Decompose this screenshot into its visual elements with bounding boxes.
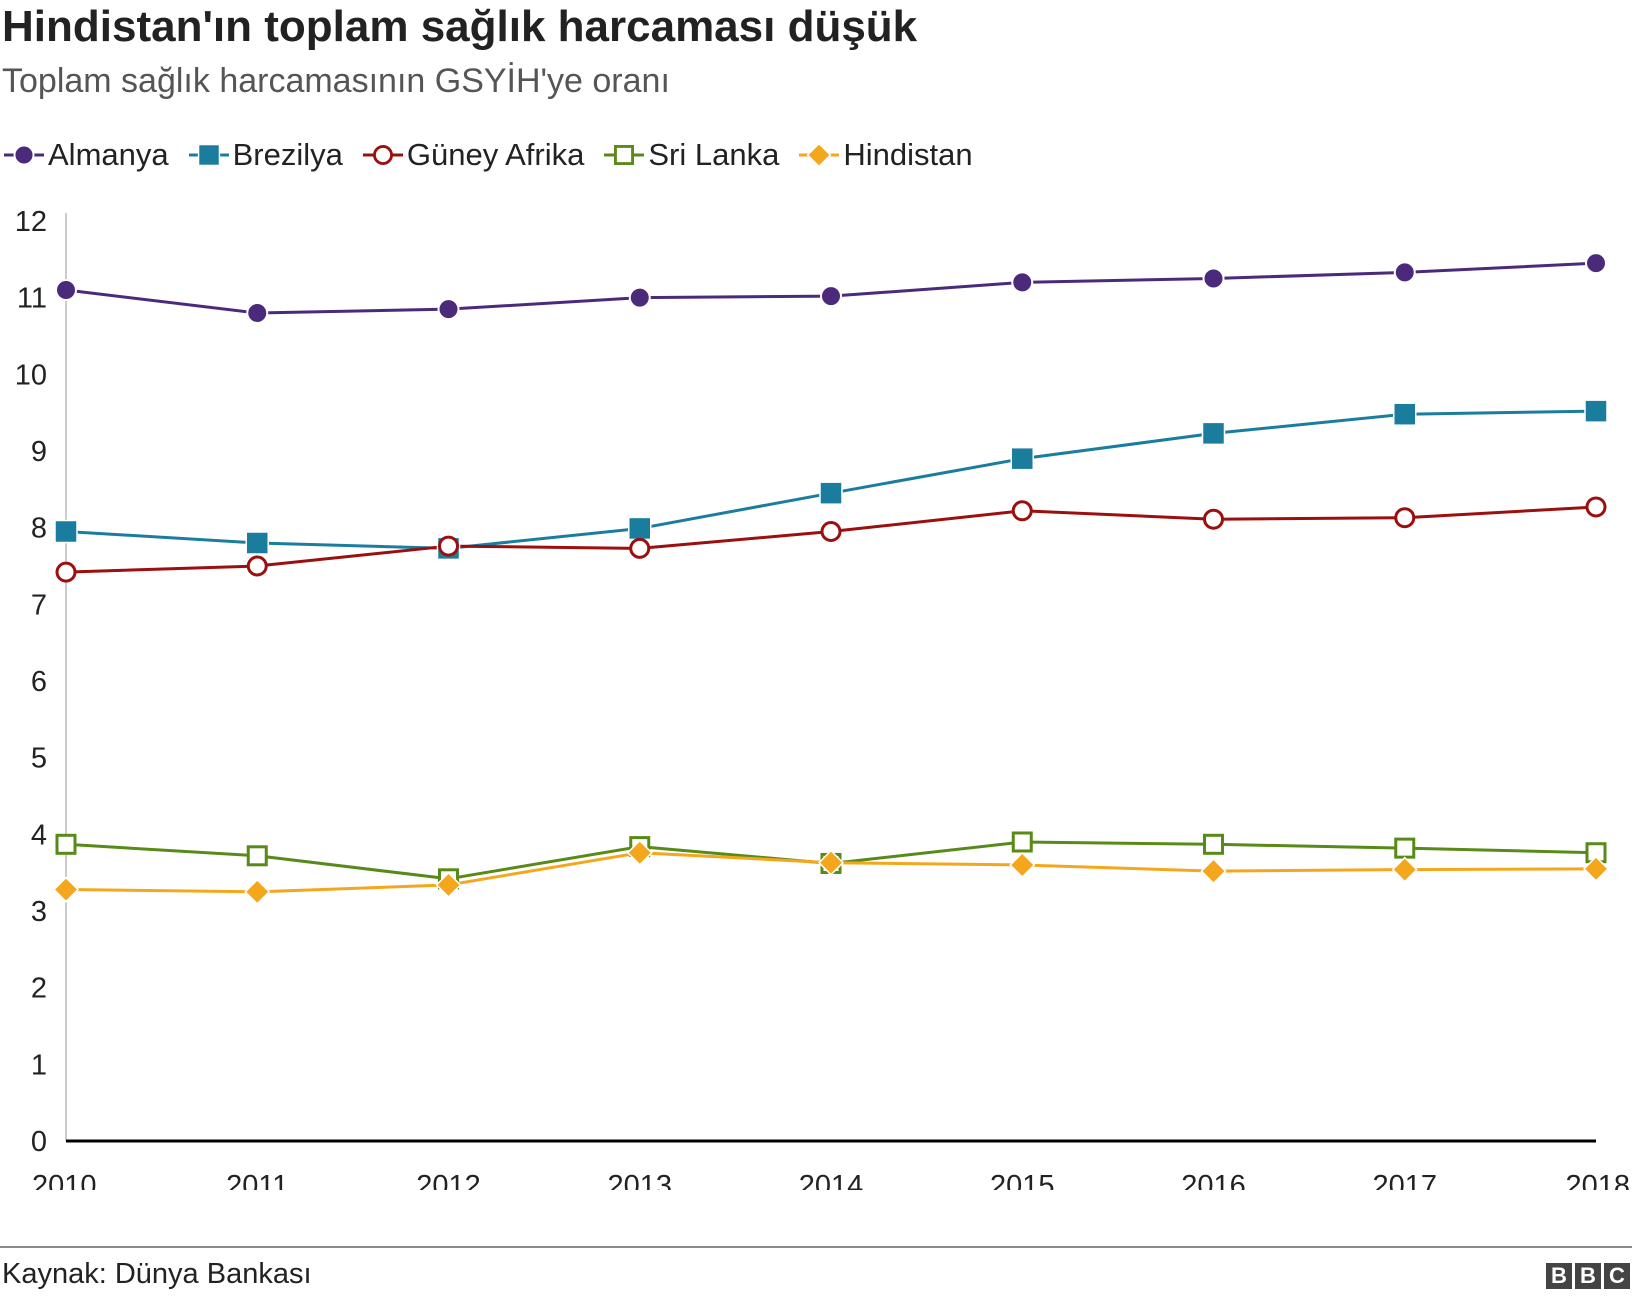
y-tick-label: 9 <box>31 436 47 468</box>
y-tick-label: 8 <box>31 513 47 545</box>
data-point <box>1585 252 1607 275</box>
bbc-logo-letter: C <box>1604 1263 1630 1289</box>
legend-item: Hindistan <box>797 135 973 175</box>
chart-legend: Almanya Brezilya Güney Afrika Sri Lanka Hind… <box>2 133 991 177</box>
legend-label: Almanya <box>48 137 169 172</box>
y-tick-label: 0 <box>31 1126 47 1158</box>
chart-subtitle: Toplam sağlık harcamasının GSYİH'ye oran… <box>2 62 670 100</box>
data-point <box>1393 261 1416 284</box>
data-point <box>628 516 652 541</box>
data-point <box>246 555 268 577</box>
y-tick-label: 5 <box>31 743 47 775</box>
legend-item: Almanya <box>2 135 169 175</box>
data-point <box>52 876 80 903</box>
data-point <box>628 286 651 309</box>
data-point <box>246 845 268 867</box>
legend-item: Güney Afrika <box>361 135 584 175</box>
data-point <box>1010 446 1034 471</box>
data-point <box>55 833 77 855</box>
data-point <box>1393 402 1417 426</box>
legend-swatch <box>604 145 645 165</box>
y-tick-label: 7 <box>31 589 47 621</box>
legend-item: Sri Lanka <box>602 135 779 175</box>
data-point <box>1202 267 1225 290</box>
x-tick-label: 2018 <box>1565 1170 1630 1190</box>
x-tick-label: 2013 <box>607 1170 672 1190</box>
legend-label: Güney Afrika <box>406 137 585 172</box>
data-point <box>1585 496 1607 518</box>
bbc-logo-letter: B <box>1575 1263 1601 1289</box>
y-tick-label: 3 <box>31 896 47 928</box>
x-tick-label: 2016 <box>1181 1170 1246 1190</box>
data-point <box>55 561 77 583</box>
y-tick-label: 2 <box>31 973 47 1005</box>
bbc-logo-letter: B <box>1546 1263 1572 1289</box>
x-tick-label: 2010 <box>32 1170 97 1190</box>
data-point <box>626 839 653 866</box>
legend-label: Sri Lanka <box>648 137 780 172</box>
legend-swatch-marker <box>614 145 635 165</box>
legend-item: Brezilya <box>187 135 343 175</box>
data-point <box>1203 508 1224 530</box>
y-tick-label: 12 <box>15 206 47 238</box>
data-point <box>819 481 843 505</box>
x-tick-label: 2015 <box>990 1170 1055 1190</box>
source-note: Kaynak: Dünya Bankası <box>2 1258 312 1290</box>
y-tick-label: 6 <box>31 666 47 698</box>
data-point <box>437 298 460 321</box>
data-point <box>246 302 269 324</box>
data-point <box>54 519 78 544</box>
data-point <box>435 871 462 898</box>
data-point <box>244 878 271 905</box>
data-point <box>1203 833 1224 855</box>
x-tick-label: 2012 <box>416 1170 481 1190</box>
data-point <box>1394 837 1416 859</box>
y-tick-label: 4 <box>31 819 47 851</box>
footer-divider <box>0 1246 1632 1248</box>
y-tick-label: 1 <box>31 1049 47 1081</box>
legend-swatch-marker <box>13 144 35 166</box>
bbc-logo: B B C <box>1543 1263 1630 1289</box>
data-point <box>1011 831 1033 853</box>
legend-label: Brezilya <box>232 137 343 172</box>
data-point <box>1011 271 1034 294</box>
data-point <box>1394 507 1416 529</box>
legend-swatch-marker <box>372 145 393 165</box>
data-point <box>1391 856 1418 883</box>
legend-swatch-marker <box>806 142 832 168</box>
data-point <box>1011 500 1033 522</box>
data-point <box>438 535 459 557</box>
data-point <box>245 531 269 555</box>
chart-title: Hindistan'ın toplam sağlık harcaması düş… <box>2 2 918 51</box>
data-point <box>1009 851 1036 879</box>
data-point <box>629 537 651 559</box>
data-point <box>55 279 77 301</box>
data-point <box>1582 855 1610 882</box>
legend-swatch <box>799 142 840 168</box>
y-tick-label: 10 <box>15 359 47 391</box>
legend-swatch <box>4 144 44 166</box>
legend-swatch-marker <box>197 143 220 167</box>
legend-swatch <box>362 145 403 165</box>
x-tick-label: 2014 <box>799 1170 864 1190</box>
y-tick-label: 11 <box>17 283 47 315</box>
data-point <box>817 849 845 876</box>
data-point <box>1584 399 1608 423</box>
data-point <box>820 285 842 308</box>
data-point <box>1201 421 1226 446</box>
legend-label: Hindistan <box>843 137 973 172</box>
x-tick-label: 2017 <box>1372 1170 1437 1190</box>
legend-swatch <box>188 143 229 167</box>
data-point <box>1200 858 1227 885</box>
data-point <box>820 521 842 542</box>
x-tick-label: 2011 <box>226 1170 288 1190</box>
